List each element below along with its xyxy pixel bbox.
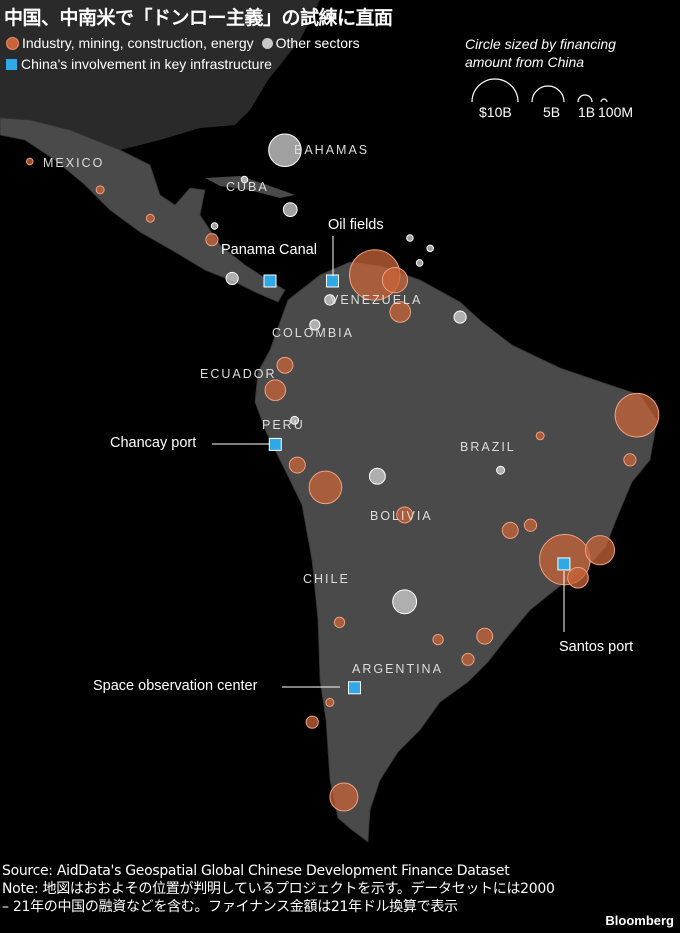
country-label-brazil: BRAZIL [460, 440, 516, 454]
other-project-bubble [210, 222, 219, 230]
other-project-bubble [282, 202, 298, 218]
industry-project-bubble [95, 185, 105, 195]
industry-project-bubble [389, 301, 412, 323]
footnote: Note: 地図はおおよその位置が判明しているプロジェクトを示す。データセットに… [2, 881, 555, 915]
industry-project-bubble [305, 715, 319, 729]
industry-project-bubble [264, 379, 287, 402]
industry-project-bubble [476, 627, 494, 645]
size-label-1b: 1B [578, 104, 596, 120]
south-america-landmass [254, 261, 658, 843]
other-project-bubble [426, 244, 434, 253]
industry-project-bubble [501, 521, 519, 539]
bloomberg-logo: Bloomberg [605, 913, 674, 928]
other-project-bubble [240, 175, 249, 184]
industry-project-bubble [396, 506, 414, 524]
industry-project-bubble [333, 616, 346, 629]
industry-project-bubble [614, 392, 660, 438]
footer: Source: AidData's Geospatial Global Chin… [2, 862, 562, 916]
other-project-bubble [309, 319, 321, 331]
country-label-bolivia: BOLIVIA [370, 509, 433, 523]
size-legend-title-1: Circle sized by financing [465, 36, 616, 52]
callout-chancay-port: Chancay port [110, 435, 197, 451]
country-label-venezuela: VENEZUELA [330, 293, 423, 307]
industry-project-bubble [325, 697, 335, 707]
other-project-bubble [496, 465, 506, 475]
industry-dot-icon [6, 36, 19, 50]
country-label-colombia: COLOMBIA [272, 326, 354, 340]
industry-project-bubble [523, 518, 538, 532]
infrastructure-marker [347, 681, 361, 695]
other-project-bubble [453, 310, 467, 324]
other-project-bubble [406, 234, 414, 242]
size-label-5b: 5B [543, 104, 561, 120]
other-project-bubble [290, 415, 300, 425]
other-project-bubble [324, 294, 336, 306]
legend-row-infrastructure: China's involvement in key infrastructur… [6, 56, 272, 72]
industry-project-bubble [381, 267, 409, 294]
legend-row-sectors: Industry, mining, construction, energy O… [6, 35, 360, 51]
legend-industry: Industry, mining, construction, energy [22, 35, 254, 51]
size-legend: Circle sized by financing amount from Ch… [465, 35, 616, 71]
country-label-bahamas: BAHAMAS [294, 143, 370, 157]
industry-project-bubble [535, 431, 545, 441]
source-note: Source: AidData's Geospatial Global Chin… [2, 863, 510, 879]
industry-project-bubble [205, 233, 219, 247]
size-label-100m: 100M [598, 104, 634, 120]
usa-landmass [0, 0, 320, 150]
country-label-argentina: ARGENTINA [352, 662, 443, 676]
infrastructure-marker [268, 437, 282, 451]
industry-project-bubble [623, 453, 637, 467]
infrastructure-marker [325, 274, 339, 288]
country-label-ecuador: ECUADOR [200, 367, 277, 381]
country-label-peru: PERU [262, 418, 305, 432]
project-bubbles [26, 133, 660, 812]
industry-project-bubble [329, 782, 359, 812]
callout-oil-fields: Oil fields [328, 217, 384, 233]
callout-space-observation-center: Space observation center [93, 678, 258, 694]
industry-project-bubble [276, 356, 294, 374]
industry-project-bubble [432, 633, 444, 646]
infrastructure-marker [557, 557, 571, 571]
legend-infrastructure: China's involvement in key infrastructur… [21, 56, 272, 72]
country-label-chile: CHILE [303, 572, 350, 586]
industry-project-bubble [288, 456, 306, 474]
other-project-bubble [415, 259, 424, 267]
page-title: 中国、中南米で「ドンロー主義」の試練に直面 [4, 7, 393, 29]
industry-project-bubble [145, 213, 155, 223]
industry-project-bubble [461, 652, 475, 666]
industry-project-bubble [567, 566, 589, 589]
country-label-mexico: MEXICO [43, 156, 105, 170]
industry-project-bubble [584, 535, 616, 566]
callout-santos-port: Santos port [559, 639, 634, 655]
size-label-10b: $10B [479, 104, 512, 120]
other-dot-icon [261, 37, 273, 49]
size-legend-title-2: amount from China [465, 54, 585, 70]
infrastructure-marker [263, 274, 277, 288]
callout-lines [212, 236, 565, 688]
size-legend-arcs [471, 78, 608, 103]
country-label-cuba: CUBA [226, 180, 269, 194]
industry-project-bubble [308, 470, 343, 505]
mexico-central-america-landmass [0, 117, 286, 303]
other-project-bubble [268, 133, 302, 168]
infrastructure-square-icon [6, 58, 17, 70]
cuba-landmass [205, 176, 295, 198]
legend-other: Other sectors [275, 35, 360, 51]
other-project-bubble [392, 589, 418, 615]
other-project-bubble [368, 467, 386, 485]
callout-panama-canal: Panama Canal [221, 242, 317, 258]
other-project-bubble [225, 271, 239, 286]
infrastructure-markers [263, 274, 571, 695]
industry-project-bubble [26, 157, 34, 166]
